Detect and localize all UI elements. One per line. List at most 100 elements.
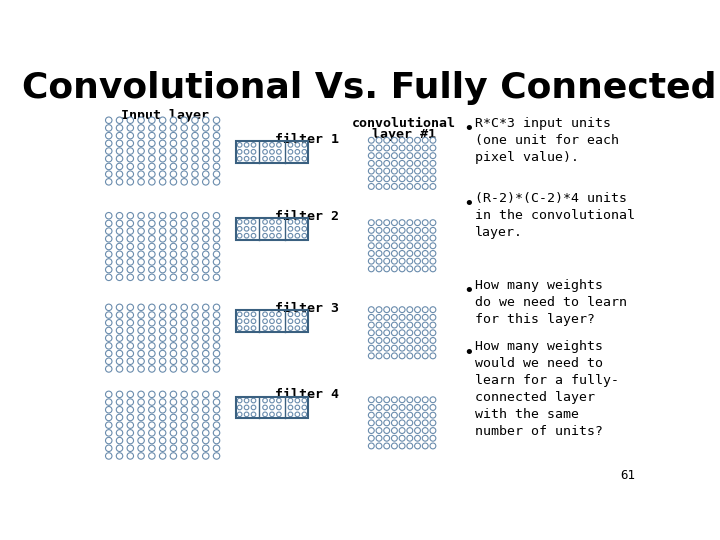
Circle shape [430, 330, 436, 336]
Circle shape [127, 320, 133, 326]
Circle shape [170, 251, 176, 258]
Circle shape [148, 140, 155, 146]
Circle shape [423, 338, 428, 343]
Circle shape [202, 430, 209, 436]
Circle shape [181, 430, 187, 436]
Circle shape [288, 150, 293, 154]
Circle shape [202, 235, 209, 242]
Circle shape [244, 220, 249, 224]
Circle shape [148, 244, 155, 250]
Circle shape [170, 132, 176, 139]
Circle shape [192, 430, 198, 436]
Circle shape [423, 258, 428, 264]
Text: filter 3: filter 3 [275, 302, 339, 315]
Circle shape [407, 258, 413, 264]
Circle shape [399, 235, 405, 241]
Text: filter 1: filter 1 [275, 132, 339, 146]
Circle shape [106, 407, 112, 413]
Circle shape [106, 335, 112, 341]
Circle shape [430, 428, 436, 434]
Circle shape [213, 304, 220, 310]
Circle shape [430, 251, 436, 256]
Circle shape [213, 407, 220, 413]
Circle shape [127, 437, 133, 444]
Circle shape [148, 235, 155, 242]
Circle shape [369, 243, 374, 249]
Circle shape [423, 184, 428, 190]
Circle shape [384, 153, 390, 159]
Circle shape [423, 227, 428, 233]
Circle shape [430, 435, 436, 441]
Circle shape [295, 398, 300, 403]
Circle shape [392, 307, 397, 313]
Circle shape [148, 171, 155, 177]
Circle shape [106, 163, 112, 170]
Circle shape [270, 405, 274, 410]
Circle shape [415, 266, 420, 272]
Circle shape [106, 320, 112, 326]
Circle shape [270, 220, 274, 224]
Text: (R-2)*(C-2)*4 units
in the convolutional
layer.: (R-2)*(C-2)*4 units in the convolutional… [475, 192, 635, 239]
Circle shape [202, 350, 209, 357]
Circle shape [263, 312, 267, 316]
Circle shape [407, 220, 413, 226]
Circle shape [244, 412, 249, 417]
Circle shape [392, 160, 397, 166]
Circle shape [127, 312, 133, 318]
Circle shape [288, 220, 293, 224]
Circle shape [117, 228, 122, 234]
Circle shape [138, 125, 144, 131]
Circle shape [117, 437, 122, 444]
Circle shape [138, 366, 144, 372]
Circle shape [192, 266, 198, 273]
Circle shape [415, 168, 420, 174]
Circle shape [170, 320, 176, 326]
Circle shape [369, 220, 374, 226]
Circle shape [181, 163, 187, 170]
Circle shape [181, 251, 187, 258]
Circle shape [192, 453, 198, 459]
Circle shape [192, 235, 198, 242]
Circle shape [415, 443, 420, 449]
Circle shape [295, 326, 300, 330]
Circle shape [117, 125, 122, 131]
Circle shape [181, 350, 187, 357]
Circle shape [384, 266, 390, 272]
Circle shape [138, 358, 144, 365]
Circle shape [423, 428, 428, 434]
Circle shape [138, 228, 144, 234]
Circle shape [127, 430, 133, 436]
Circle shape [117, 251, 122, 258]
Circle shape [192, 312, 198, 318]
Circle shape [407, 184, 413, 190]
Circle shape [213, 132, 220, 139]
Circle shape [369, 153, 374, 159]
Circle shape [127, 327, 133, 334]
Circle shape [159, 327, 166, 334]
Circle shape [138, 148, 144, 154]
Circle shape [170, 235, 176, 242]
Circle shape [170, 212, 176, 219]
Circle shape [238, 226, 242, 231]
Circle shape [213, 125, 220, 131]
Circle shape [376, 220, 382, 226]
Circle shape [423, 322, 428, 328]
Circle shape [270, 143, 274, 147]
Text: 61: 61 [621, 469, 636, 482]
Bar [235, 141, 308, 163]
Circle shape [288, 398, 293, 403]
Circle shape [213, 235, 220, 242]
Circle shape [392, 176, 397, 181]
Circle shape [392, 428, 397, 434]
Circle shape [192, 228, 198, 234]
Circle shape [369, 353, 374, 359]
Circle shape [276, 143, 282, 147]
Circle shape [384, 314, 390, 320]
Circle shape [117, 156, 122, 162]
Circle shape [423, 160, 428, 166]
Circle shape [369, 251, 374, 256]
Circle shape [213, 350, 220, 357]
Circle shape [117, 399, 122, 406]
Circle shape [159, 437, 166, 444]
Circle shape [415, 404, 420, 410]
